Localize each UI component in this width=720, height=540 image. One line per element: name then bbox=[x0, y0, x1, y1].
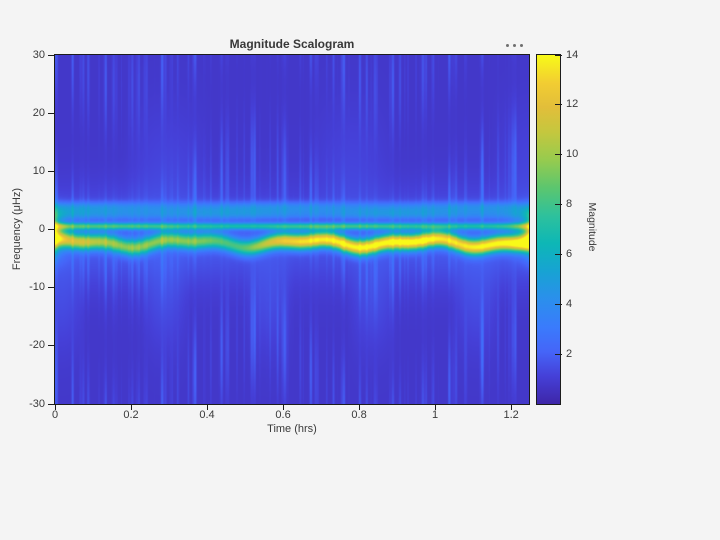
x-tick-mark bbox=[54, 405, 56, 410]
y-tick-mark bbox=[48, 345, 54, 347]
colorbar-tick-mark bbox=[555, 54, 562, 56]
ellipsis-icon bbox=[519, 43, 523, 47]
colorbar bbox=[536, 54, 561, 405]
x-tick-mark bbox=[282, 405, 284, 410]
x-tick-label: 0 bbox=[51, 409, 59, 421]
y-tick-mark bbox=[48, 403, 54, 405]
x-tick-label: 0.8 bbox=[351, 409, 367, 421]
colorbar-tick-mark bbox=[555, 204, 562, 206]
colorbar-tick-label: 10 bbox=[566, 148, 579, 161]
x-tick-label: 0.2 bbox=[123, 409, 139, 421]
y-tick-mark bbox=[48, 229, 54, 230]
colorbar-label: Magnitude bbox=[586, 202, 598, 252]
x-tick-label: 0.6 bbox=[275, 409, 291, 421]
y-tick-mark bbox=[48, 287, 54, 289]
ellipsis-icon bbox=[512, 43, 516, 47]
colorbar-tick-mark bbox=[555, 104, 562, 106]
plot-title: Magnitude Scalogram bbox=[229, 37, 355, 51]
x-tick-mark bbox=[130, 405, 132, 410]
colorbar-tick-mark bbox=[555, 303, 562, 305]
y-tick-mark bbox=[48, 170, 54, 172]
x-tick-mark bbox=[206, 405, 208, 410]
plot-area[interactable] bbox=[54, 54, 530, 405]
colorbar-tick-label: 14 bbox=[566, 48, 579, 61]
colorbar-tick-mark bbox=[555, 253, 562, 255]
y-tick-label: -20 bbox=[29, 339, 45, 352]
y-tick-label: 0 bbox=[38, 223, 45, 235]
y-tick-label: -30 bbox=[29, 397, 45, 410]
colorbar-tick-label: 2 bbox=[566, 347, 573, 360]
colorbar-tick-label: 12 bbox=[566, 98, 579, 111]
colorbar-tick-label: 4 bbox=[566, 297, 573, 310]
y-tick-label: 30 bbox=[32, 48, 45, 61]
colorbar-tick-label: 8 bbox=[566, 198, 573, 211]
colorbar-tick-mark bbox=[555, 154, 562, 156]
axes-toolbar-button[interactable] bbox=[500, 38, 528, 52]
y-tick-label: 20 bbox=[32, 106, 45, 119]
x-tick-mark bbox=[434, 405, 436, 410]
ellipsis-icon bbox=[505, 43, 509, 47]
y-tick-label: -10 bbox=[29, 281, 45, 294]
x-tick-mark bbox=[510, 405, 512, 410]
y-tick-label: 10 bbox=[32, 164, 45, 177]
x-tick-label: 1 bbox=[432, 409, 439, 421]
colorbar-tick-label: 6 bbox=[566, 247, 573, 260]
x-axis-label: Time (hrs) bbox=[267, 423, 317, 435]
x-tick-label: 0.4 bbox=[199, 409, 215, 421]
y-tick-mark bbox=[48, 112, 54, 114]
x-tick-label: 1.2 bbox=[503, 409, 519, 421]
x-tick-mark bbox=[358, 405, 360, 410]
colorbar-gradient bbox=[537, 55, 560, 404]
y-tick-mark bbox=[48, 54, 54, 56]
colorbar-tick-mark bbox=[555, 353, 562, 355]
scalogram-canvas[interactable] bbox=[55, 55, 529, 404]
